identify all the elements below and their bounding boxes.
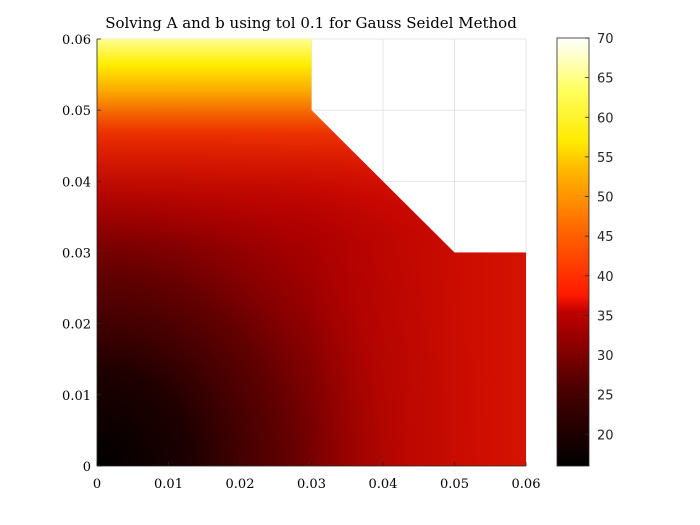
x-tick-label-4: 0.04 — [369, 477, 398, 492]
colorbar-tick-label-6: 50 — [597, 191, 614, 206]
colorbar: 20 25 30 35 40 45 50 55 60 65 70 — [556, 32, 614, 467]
colorbar-scale — [556, 37, 590, 467]
x-tick-label-0: 0 — [93, 477, 101, 492]
x-tick-label-2: 0.02 — [226, 477, 255, 492]
colorbar-tick-label-0: 20 — [597, 428, 614, 443]
x-tick-label-5: 0.05 — [440, 477, 469, 492]
y-tick-label-3: 0.03 — [62, 247, 91, 262]
y-tick-label-5: 0.05 — [62, 104, 91, 119]
chart-title: Solving A and b using tol 0.1 for Gauss … — [105, 14, 517, 32]
y-tick-label-0: 0 — [83, 460, 91, 475]
temperature-field — [97, 39, 526, 466]
colorbar-ticks: 20 25 30 35 40 45 50 55 60 65 70 — [585, 32, 614, 443]
colorbar-tick-label-8: 60 — [597, 111, 614, 126]
colorbar-tick-label-10: 70 — [597, 32, 614, 47]
x-tick-label-6: 0.06 — [512, 477, 541, 492]
x-tick-label-1: 0.01 — [154, 477, 183, 492]
x-tick-label-3: 0.03 — [297, 477, 326, 492]
y-tick-label-2: 0.02 — [62, 318, 91, 333]
y-axis-ticks: 0 0.01 0.02 0.03 0.04 0.05 0.06 — [62, 33, 101, 475]
colorbar-tick-label-9: 65 — [597, 72, 614, 87]
y-tick-label-1: 0.01 — [62, 389, 91, 404]
x-axis-ticks: 0 0.01 0.02 0.03 0.04 0.05 0.06 — [93, 462, 541, 492]
colorbar-tick-label-2: 30 — [597, 349, 614, 364]
y-tick-label-6: 0.06 — [62, 33, 91, 48]
colorbar-tick-label-5: 45 — [597, 230, 614, 245]
colorbar-tick-label-7: 55 — [597, 151, 614, 166]
colorbar-tick-label-3: 35 — [597, 309, 614, 324]
colorbar-tick-label-1: 25 — [597, 389, 614, 404]
colorbar-tick-label-4: 40 — [597, 270, 614, 285]
y-tick-label-4: 0.04 — [62, 175, 91, 190]
